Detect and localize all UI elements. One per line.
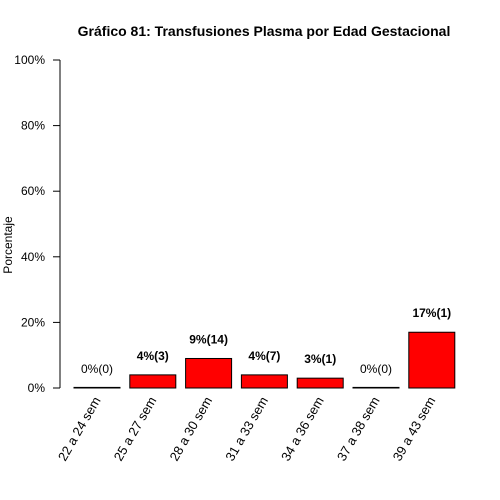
x-axis-labels: 22 a 24 sem 25 a 27 sem 28 a 30 sem 31 a 33… xyxy=(55,394,439,463)
bars-group xyxy=(73,331,456,389)
y-tick-label: 0% xyxy=(28,381,46,395)
y-tick-label: 40% xyxy=(21,250,45,264)
data-labels-group: 0%(0) 4%(3) 9%(14) 4%(7) 3%(1) 0%(0) 17%(1) xyxy=(81,306,451,376)
x-category-label: 25 a 27 sem xyxy=(111,394,160,463)
x-category-label: 22 a 24 sem xyxy=(55,394,104,463)
data-label: 17%(1) xyxy=(412,306,451,320)
data-label: 3%(1) xyxy=(304,352,336,366)
data-label: 9%(14) xyxy=(189,332,228,346)
data-label: 0%(0) xyxy=(81,362,113,376)
x-category-label: 39 a 43 sem xyxy=(390,394,439,463)
x-category-label: 28 a 30 sem xyxy=(166,394,215,463)
bar xyxy=(73,386,121,389)
data-label: 4%(7) xyxy=(248,349,280,363)
bar xyxy=(408,331,456,389)
chart-title: Gráfico 81: Transfusiones Plasma por Eda… xyxy=(78,23,451,39)
x-category-label: 34 a 36 sem xyxy=(278,394,327,463)
bar xyxy=(296,377,344,389)
y-tick-label: 20% xyxy=(21,315,45,329)
y-tick-label: 80% xyxy=(21,119,45,133)
data-label: 0%(0) xyxy=(360,362,392,376)
x-category-label: 31 a 33 sem xyxy=(222,394,271,463)
bar xyxy=(129,374,177,389)
y-axis-label: Porcentaje xyxy=(1,216,15,274)
y-tick-label: 60% xyxy=(21,184,45,198)
y-tick-label: 100% xyxy=(14,53,45,67)
bar xyxy=(240,374,288,389)
data-label: 4%(3) xyxy=(137,349,169,363)
bar xyxy=(185,357,233,389)
bar xyxy=(352,386,400,389)
x-category-label: 37 a 38 sem xyxy=(334,394,383,463)
y-axis-ticks: 0% 20% 40% 60% 80% 100% xyxy=(14,53,60,395)
